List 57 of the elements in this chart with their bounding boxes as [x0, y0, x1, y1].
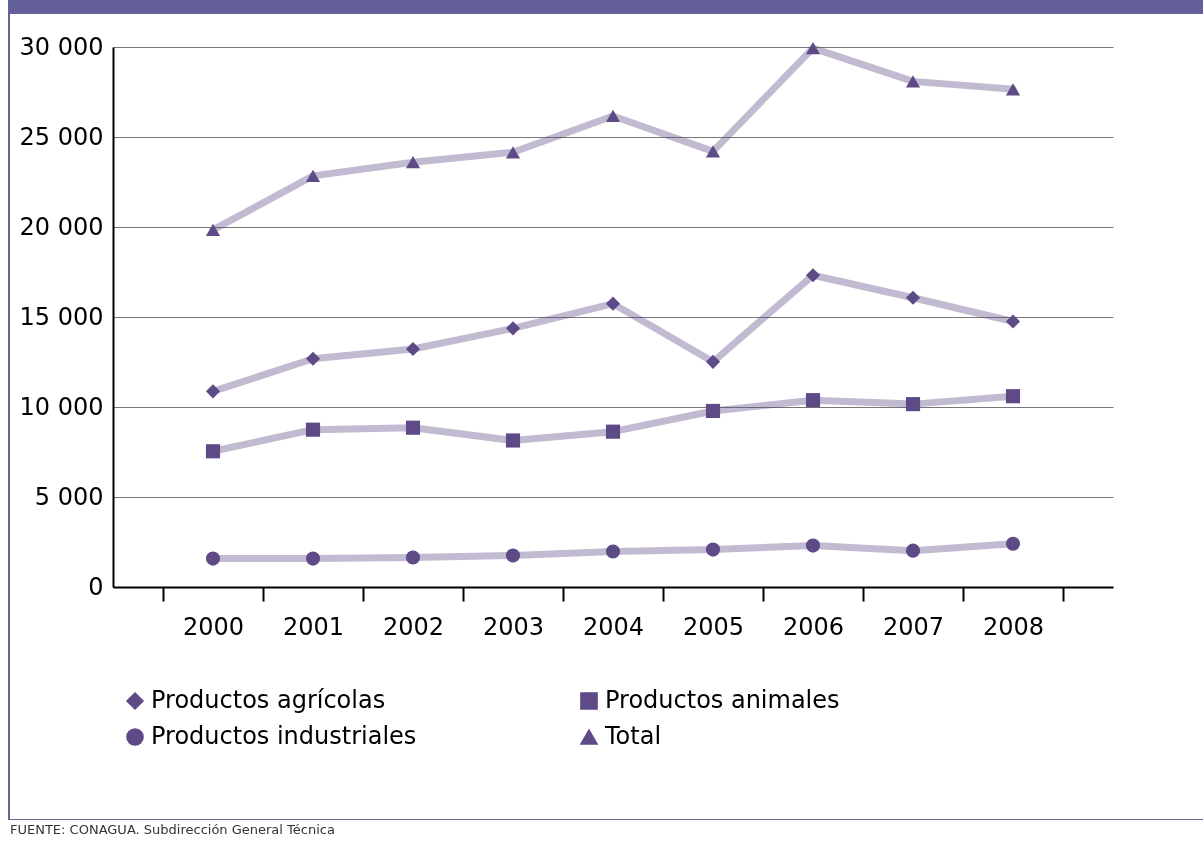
point — [705, 403, 721, 419]
source-note: FUENTE: CONAGUA. Subdirección General Técnica — [10, 822, 335, 837]
point — [805, 41, 821, 55]
x-tick-label: 2001 — [282, 612, 345, 641]
point — [905, 543, 921, 558]
point — [505, 548, 521, 563]
x-tick-label: 2008 — [982, 612, 1045, 641]
point — [705, 145, 721, 158]
y-tick-label: 5 000 — [34, 482, 104, 511]
point — [305, 351, 321, 366]
point — [205, 223, 221, 236]
point — [705, 354, 721, 369]
point — [1005, 389, 1021, 404]
point — [1005, 83, 1021, 96]
point — [605, 544, 621, 559]
legend-label: Total — [604, 722, 662, 750]
point — [905, 75, 921, 88]
x-tick-label: 2006 — [782, 612, 845, 641]
legend-label: Productos industriales — [151, 722, 417, 750]
y-tick-label: 0 — [88, 572, 104, 601]
x-tick-label: 2003 — [482, 612, 545, 641]
point — [405, 550, 421, 565]
y-tick-label: 25 000 — [19, 122, 104, 151]
y-tick-label: 30 000 — [19, 32, 104, 61]
point — [305, 422, 321, 437]
point — [805, 393, 821, 408]
x-tick-label: 2004 — [582, 612, 645, 641]
point — [505, 146, 521, 159]
point — [305, 551, 321, 566]
point — [705, 542, 721, 557]
point — [405, 156, 421, 169]
point — [505, 433, 521, 448]
legend-label: Productos agrícolas — [151, 686, 386, 714]
point — [505, 321, 521, 336]
point — [405, 420, 421, 435]
point — [205, 551, 221, 566]
legend-label: Productos animales — [605, 686, 840, 714]
point — [205, 444, 221, 459]
y-tick-label: 15 000 — [19, 302, 104, 331]
y-tick-label: 20 000 — [19, 212, 104, 241]
point — [305, 169, 321, 182]
point — [1005, 536, 1021, 551]
point — [605, 296, 621, 311]
point — [805, 268, 821, 283]
x-tick-label: 2007 — [882, 612, 945, 641]
point — [405, 341, 421, 357]
point — [1005, 314, 1021, 329]
point — [905, 290, 921, 305]
point — [905, 397, 921, 412]
point — [805, 538, 821, 553]
x-tick-label: 2005 — [682, 612, 745, 641]
x-tick-label: 2000 — [182, 612, 245, 641]
point — [605, 109, 621, 123]
x-tick-label: 2002 — [382, 612, 445, 641]
y-tick-label: 10 000 — [19, 392, 104, 421]
point — [605, 424, 621, 439]
point — [205, 384, 221, 399]
